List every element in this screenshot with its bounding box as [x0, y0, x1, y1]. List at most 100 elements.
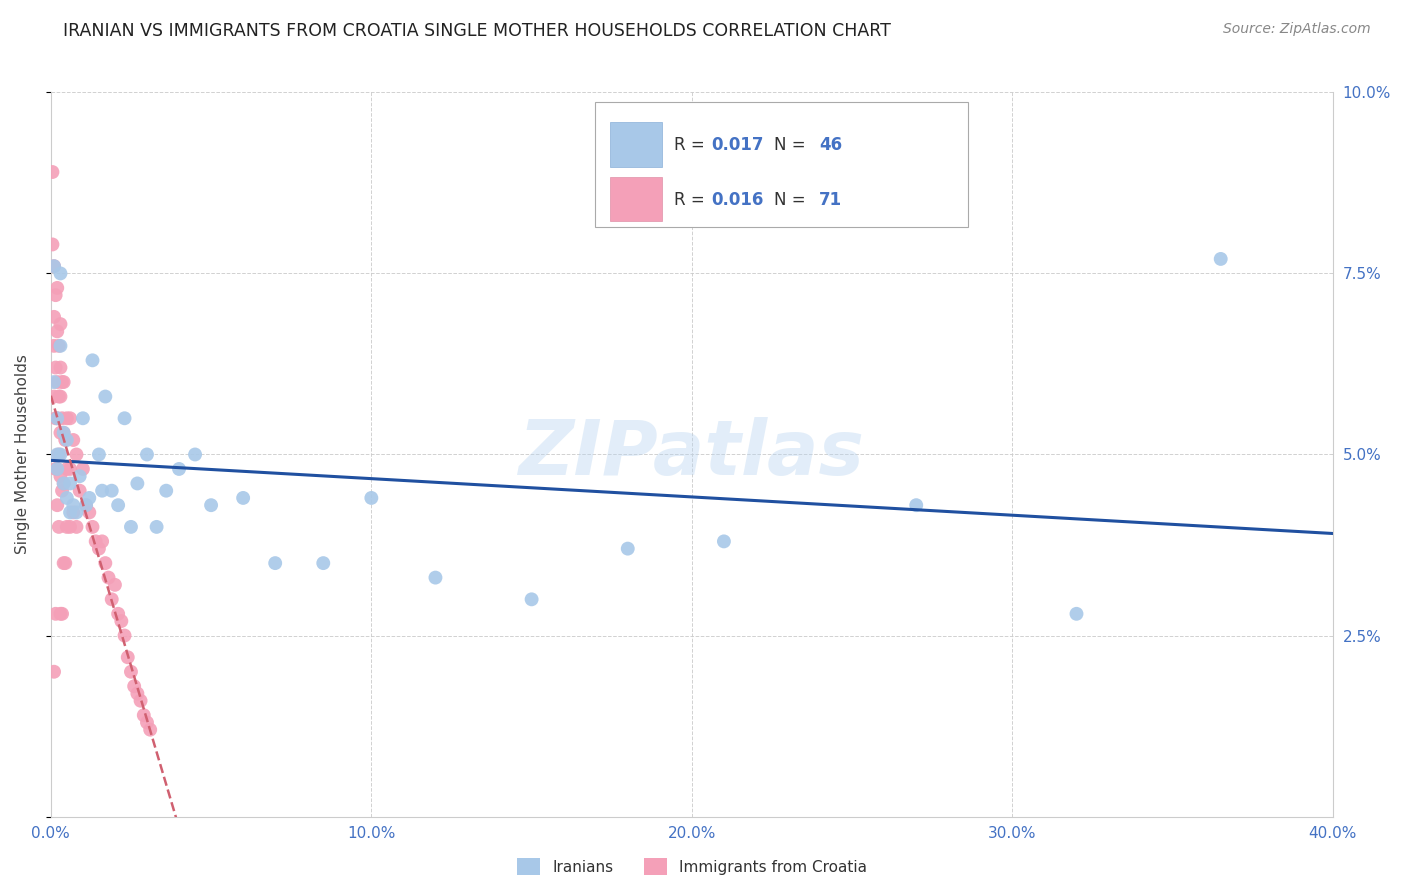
Point: [100, 592, 122, 607]
Point: [52, 476, 75, 491]
Point: [51, 607, 73, 621]
Point: [82, 353, 104, 368]
Point: [49, 317, 72, 331]
Text: 0.016: 0.016: [711, 191, 763, 209]
Point: [41, 165, 63, 179]
Point: [45, 288, 67, 302]
Point: [75, 498, 97, 512]
Point: [122, 679, 145, 693]
Point: [1066, 607, 1088, 621]
Point: [52, 425, 75, 440]
Point: [59, 462, 82, 476]
Point: [42, 259, 65, 273]
Point: [53, 433, 76, 447]
Point: [51, 411, 73, 425]
Point: [94, 390, 117, 404]
Point: [312, 556, 335, 570]
Point: [155, 483, 177, 498]
Point: [905, 498, 928, 512]
Point: [46, 498, 69, 512]
Point: [136, 448, 159, 462]
Point: [94, 556, 117, 570]
Point: [45, 607, 67, 621]
Point: [87, 541, 110, 556]
Point: [42, 665, 65, 679]
Point: [59, 411, 82, 425]
Point: [45, 462, 67, 476]
Point: [41, 237, 63, 252]
Point: [107, 607, 129, 621]
Point: [75, 498, 97, 512]
Point: [82, 520, 104, 534]
Point: [51, 483, 73, 498]
Point: [69, 483, 91, 498]
Point: [59, 476, 82, 491]
Point: [48, 339, 70, 353]
Point: [46, 324, 69, 338]
Point: [56, 491, 79, 505]
Point: [104, 578, 127, 592]
Point: [200, 498, 222, 512]
Text: R =: R =: [673, 136, 710, 154]
Point: [87, 448, 110, 462]
Point: [51, 375, 73, 389]
Point: [120, 520, 142, 534]
Point: [48, 390, 70, 404]
Text: ZIPatlas: ZIPatlas: [519, 417, 865, 491]
Point: [52, 556, 75, 570]
Point: [132, 708, 155, 723]
Text: N =: N =: [775, 136, 811, 154]
Point: [62, 498, 84, 512]
Point: [91, 483, 114, 498]
Point: [49, 607, 72, 621]
Legend: Iranians, Immigrants from Croatia: Iranians, Immigrants from Croatia: [510, 852, 873, 881]
Point: [56, 520, 79, 534]
Point: [59, 505, 82, 519]
Point: [42, 259, 65, 273]
Point: [127, 686, 149, 700]
Point: [49, 360, 72, 375]
Point: [79, 491, 101, 505]
Point: [1209, 252, 1232, 266]
Point: [42, 310, 65, 324]
Point: [72, 462, 94, 476]
Point: [48, 448, 70, 462]
Point: [520, 592, 543, 607]
Point: [46, 281, 69, 295]
Point: [46, 462, 69, 476]
Point: [84, 534, 107, 549]
Point: [65, 520, 87, 534]
Point: [264, 556, 287, 570]
Point: [107, 498, 129, 512]
Point: [91, 534, 114, 549]
Point: [49, 390, 72, 404]
Point: [129, 694, 152, 708]
Text: N =: N =: [775, 191, 811, 209]
Point: [184, 448, 207, 462]
Y-axis label: Single Mother Households: Single Mother Households: [15, 354, 30, 555]
Point: [53, 556, 76, 570]
Point: [117, 650, 139, 665]
Point: [145, 520, 167, 534]
Point: [120, 665, 142, 679]
Point: [114, 628, 136, 642]
Point: [97, 571, 120, 585]
Point: [42, 375, 65, 389]
Point: [42, 339, 65, 353]
Point: [136, 715, 159, 730]
Point: [139, 723, 162, 737]
Point: [46, 411, 69, 425]
Point: [45, 360, 67, 375]
Point: [127, 476, 149, 491]
Point: [62, 433, 84, 447]
Point: [48, 520, 70, 534]
Point: [49, 448, 72, 462]
Point: [59, 520, 82, 534]
Point: [114, 411, 136, 425]
Point: [52, 476, 75, 491]
Point: [72, 411, 94, 425]
Point: [79, 505, 101, 519]
Point: [167, 462, 190, 476]
Point: [65, 448, 87, 462]
Point: [360, 491, 382, 505]
